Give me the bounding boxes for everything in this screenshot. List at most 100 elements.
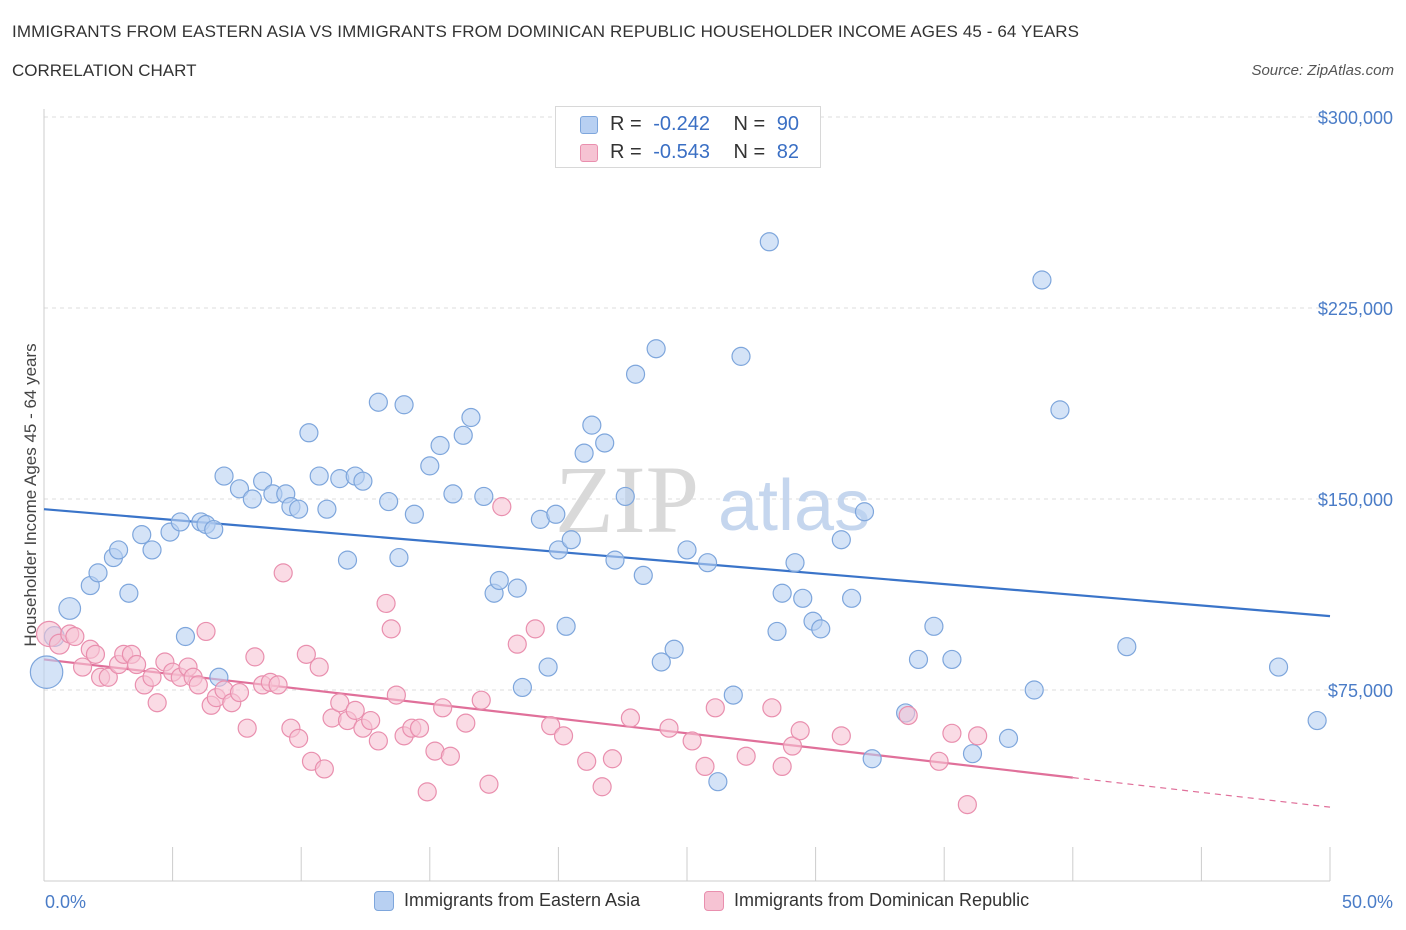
eastern-asia-point	[582, 415, 602, 435]
dominican-point	[553, 726, 574, 746]
dominican-point	[659, 718, 679, 738]
dominican-point	[433, 698, 453, 718]
dominican-point	[782, 736, 803, 756]
eastern-asia-point	[420, 456, 440, 476]
eastern-asia-point	[379, 491, 399, 512]
eastern-asia-point	[88, 563, 108, 583]
x-tick-label-0: 0.0%	[45, 892, 86, 912]
eastern-asia-point	[214, 466, 234, 486]
eastern-asia-point	[430, 435, 450, 456]
x-tick-label-1: 50.0%	[1342, 892, 1393, 912]
dominican-point	[929, 751, 949, 771]
eastern-asia-point	[317, 499, 337, 519]
eastern-asia-point	[731, 346, 751, 366]
dominican-point	[381, 619, 401, 639]
chart-subtitle: CORRELATION CHART	[12, 61, 197, 80]
correlation-legend: R = -0.242 N = 90 R = -0.543 N = 82	[555, 106, 821, 168]
legend-n-value: 90	[776, 113, 800, 135]
eastern-asia-point	[229, 479, 250, 499]
y-tick-label-1: $150,000	[1318, 490, 1393, 510]
dominican-point	[368, 731, 388, 751]
eastern-asia-point	[119, 583, 139, 603]
y-tick-label-2: $225,000	[1318, 299, 1393, 319]
dominican-point	[126, 654, 147, 675]
dominican-point	[72, 657, 93, 677]
legend-n-value: 82	[776, 141, 800, 163]
eastern-asia-point	[337, 550, 358, 570]
eastern-asia-point	[697, 553, 718, 573]
legend-swatch-pink	[580, 143, 598, 162]
eastern-asia-point	[132, 525, 152, 545]
legend-r-label: R =	[610, 141, 642, 163]
eastern-asia-point	[353, 471, 373, 491]
eastern-asia-point	[998, 728, 1019, 748]
eastern-asia-point	[368, 392, 388, 412]
eastern-asia-point	[842, 588, 862, 608]
dominican-point	[314, 759, 334, 779]
eastern-asia-point	[924, 616, 944, 636]
eastern-asia-point	[443, 484, 463, 504]
dominican-point	[376, 593, 396, 614]
eastern-asia-point	[595, 433, 615, 453]
eastern-asia-point	[625, 364, 646, 384]
eastern-asia-point	[548, 540, 569, 560]
legend-r-label: R =	[610, 113, 642, 135]
eastern-asia-point	[461, 407, 481, 428]
eastern-asia-point	[723, 685, 743, 705]
dominican-point	[898, 705, 918, 726]
dominican-point	[196, 621, 216, 642]
eastern-asia-point	[615, 486, 635, 507]
eastern-asia-point	[546, 504, 566, 524]
dominican-point	[682, 731, 702, 751]
eastern-asia-point	[651, 652, 671, 672]
eastern-asia-point	[962, 744, 983, 764]
dominican-point	[525, 619, 545, 639]
eastern-asia-point	[811, 619, 831, 639]
eastern-asia-point	[512, 677, 532, 698]
eastern-asia-point	[1032, 270, 1052, 290]
eastern-asia-point	[574, 443, 594, 463]
bottom-legend-swatch-blue	[374, 891, 394, 912]
eastern-asia-point	[489, 570, 509, 591]
dominican-point	[98, 667, 118, 687]
eastern-asia-point	[1024, 680, 1044, 700]
dominican-point	[409, 718, 430, 738]
eastern-asia-point	[253, 471, 273, 491]
eastern-asia-point	[309, 466, 329, 486]
eastern-asia-point	[862, 749, 882, 769]
dominican-point	[296, 644, 316, 664]
dominican-point	[245, 647, 265, 667]
dominican-point	[85, 644, 106, 664]
bottom-legend-eastern-asia: Immigrants from Eastern Asia	[374, 890, 641, 912]
dominican-point	[479, 774, 499, 794]
legend-r-value: -0.242	[653, 113, 710, 135]
eastern-asia-point	[389, 547, 409, 568]
eastern-asia-point	[175, 626, 196, 647]
watermark: ZIP atlas	[555, 446, 870, 553]
dominican-point	[620, 708, 641, 728]
eastern-asia-point	[108, 540, 129, 560]
legend-n-label: N =	[733, 113, 766, 135]
eastern-asia-point	[1307, 710, 1327, 731]
eastern-asia-point	[561, 530, 581, 550]
dominican-point	[772, 756, 792, 777]
eastern-asia-point	[605, 550, 625, 570]
eastern-asia-point	[1117, 637, 1137, 657]
dominican-point	[602, 749, 623, 769]
eastern-asia-point	[1050, 400, 1070, 420]
dominican-point	[289, 728, 309, 748]
bottom-legend-dominican: Immigrants from Dominican Republic	[704, 890, 1029, 912]
eastern-asia-point	[664, 639, 684, 659]
dominican-point	[577, 751, 597, 771]
eastern-asia-point	[556, 616, 576, 636]
eastern-asia-point	[453, 425, 473, 445]
bottom-legend-label: Immigrants from Eastern Asia	[404, 890, 641, 910]
eastern-asia-point	[58, 597, 82, 620]
eastern-asia-point	[908, 649, 929, 670]
dominican-point	[237, 718, 257, 738]
eastern-asia-point	[404, 504, 424, 524]
dominican-point	[762, 698, 782, 718]
y-tick-label-0: $75,000	[1328, 681, 1393, 701]
legend-r-value: -0.543	[653, 141, 710, 163]
